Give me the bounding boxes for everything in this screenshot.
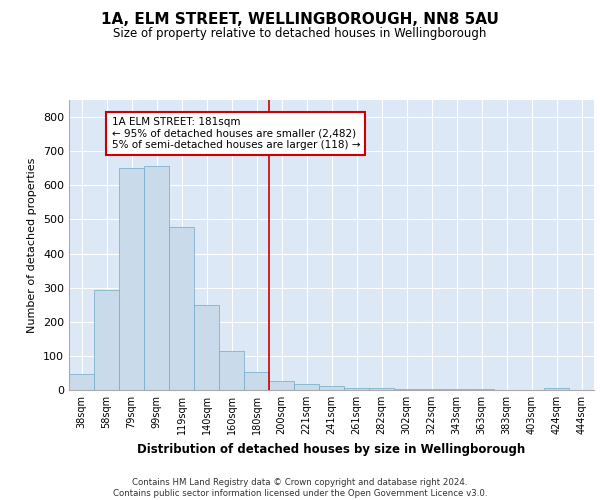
Bar	[419, 389, 444, 390]
Bar	[94, 290, 119, 390]
Bar	[319, 386, 344, 390]
Text: Contains HM Land Registry data © Crown copyright and database right 2024.
Contai: Contains HM Land Registry data © Crown c…	[113, 478, 487, 498]
Bar	[394, 388, 419, 390]
Text: 1A, ELM STREET, WELLINGBOROUGH, NN8 5AU: 1A, ELM STREET, WELLINGBOROUGH, NN8 5AU	[101, 12, 499, 28]
X-axis label: Distribution of detached houses by size in Wellingborough: Distribution of detached houses by size …	[137, 442, 526, 456]
Text: Size of property relative to detached houses in Wellingborough: Size of property relative to detached ho…	[113, 28, 487, 40]
Bar	[169, 227, 194, 390]
Bar	[269, 381, 294, 390]
Bar	[544, 388, 569, 390]
Bar	[144, 166, 169, 390]
Bar	[294, 384, 319, 390]
Bar	[69, 374, 94, 390]
Y-axis label: Number of detached properties: Number of detached properties	[28, 158, 37, 332]
Bar	[119, 168, 144, 390]
Bar	[344, 388, 369, 390]
Bar	[219, 351, 244, 390]
Bar	[244, 372, 269, 390]
Bar	[194, 306, 219, 390]
Text: 1A ELM STREET: 181sqm
← 95% of detached houses are smaller (2,482)
5% of semi-de: 1A ELM STREET: 181sqm ← 95% of detached …	[112, 117, 360, 150]
Bar	[369, 388, 394, 390]
